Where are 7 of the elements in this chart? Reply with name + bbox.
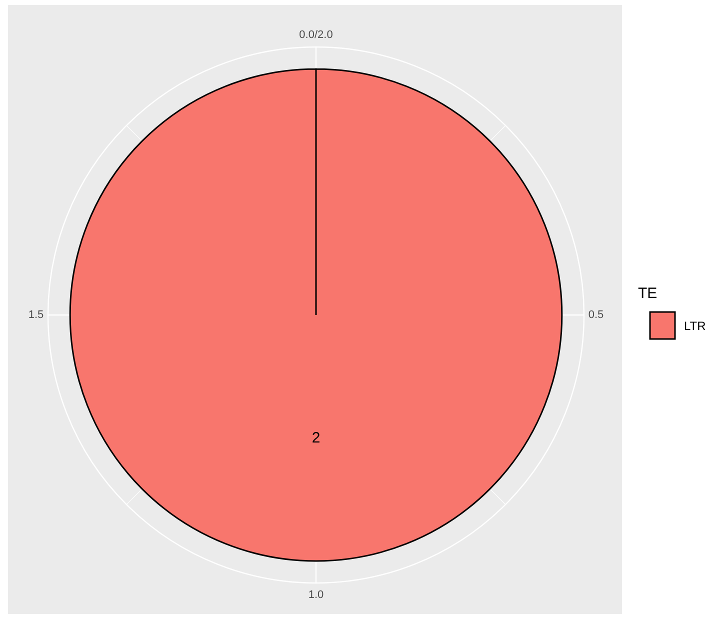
text: 0.0/2.0	[299, 29, 333, 41]
text: 1.5	[28, 309, 44, 321]
data-label: 2	[312, 430, 320, 446]
legend-title: TE	[638, 285, 658, 302]
text: 0.5	[588, 309, 604, 321]
text: 1.0	[308, 589, 324, 601]
legend-label: LTR	[684, 319, 706, 333]
